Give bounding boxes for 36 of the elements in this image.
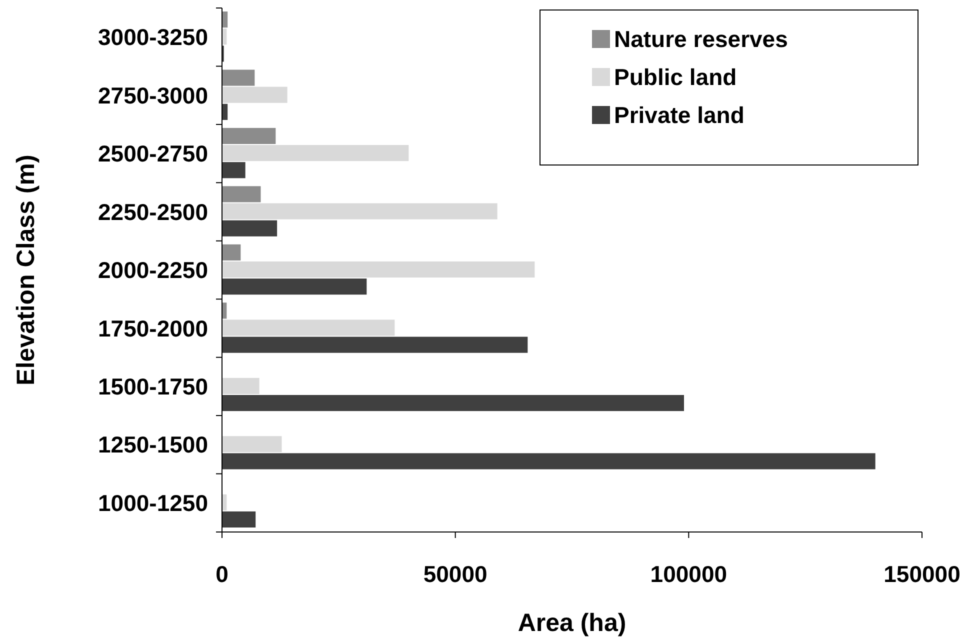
bar — [222, 278, 367, 295]
bar — [222, 244, 241, 260]
bar — [222, 378, 260, 394]
legend-label: Nature reserves — [614, 26, 788, 52]
y-tick-label: 1750-2000 — [98, 315, 208, 342]
bar — [222, 162, 246, 178]
x-axis-title: Area (ha) — [518, 609, 626, 637]
bar — [222, 261, 535, 278]
bar — [222, 128, 276, 144]
y-tick-label: 1000-1250 — [98, 490, 208, 516]
bar — [222, 394, 684, 412]
bar — [222, 186, 261, 202]
x-tick-label: 100000 — [650, 561, 728, 587]
bar — [222, 220, 278, 236]
bar — [222, 320, 395, 336]
bar — [222, 203, 498, 220]
y-tick-label: 2250-2500 — [98, 198, 208, 225]
bar — [222, 86, 288, 103]
y-tick-label: 2750-3000 — [98, 82, 208, 108]
x-tick-label: 50000 — [423, 561, 488, 587]
bar — [222, 453, 876, 470]
y-tick-label: 3000-3250 — [98, 24, 208, 50]
x-tick-label: 150000 — [884, 561, 960, 587]
y-tick-label: 1500-1750 — [98, 373, 208, 400]
bar — [222, 70, 255, 86]
bar — [222, 336, 528, 353]
y-tick-label: 2500-2750 — [98, 140, 208, 167]
x-tick-label: 0 — [216, 561, 228, 587]
y-tick-label: 2000-2250 — [98, 257, 208, 284]
bar — [222, 511, 256, 528]
y-tick-label: 1250-1500 — [98, 432, 208, 458]
y-axis-title: Elevation Class (m) — [12, 154, 40, 386]
legend-label: Private land — [614, 102, 744, 128]
legend-label: Public land — [614, 64, 737, 90]
bar — [222, 436, 282, 452]
bar — [222, 145, 409, 162]
